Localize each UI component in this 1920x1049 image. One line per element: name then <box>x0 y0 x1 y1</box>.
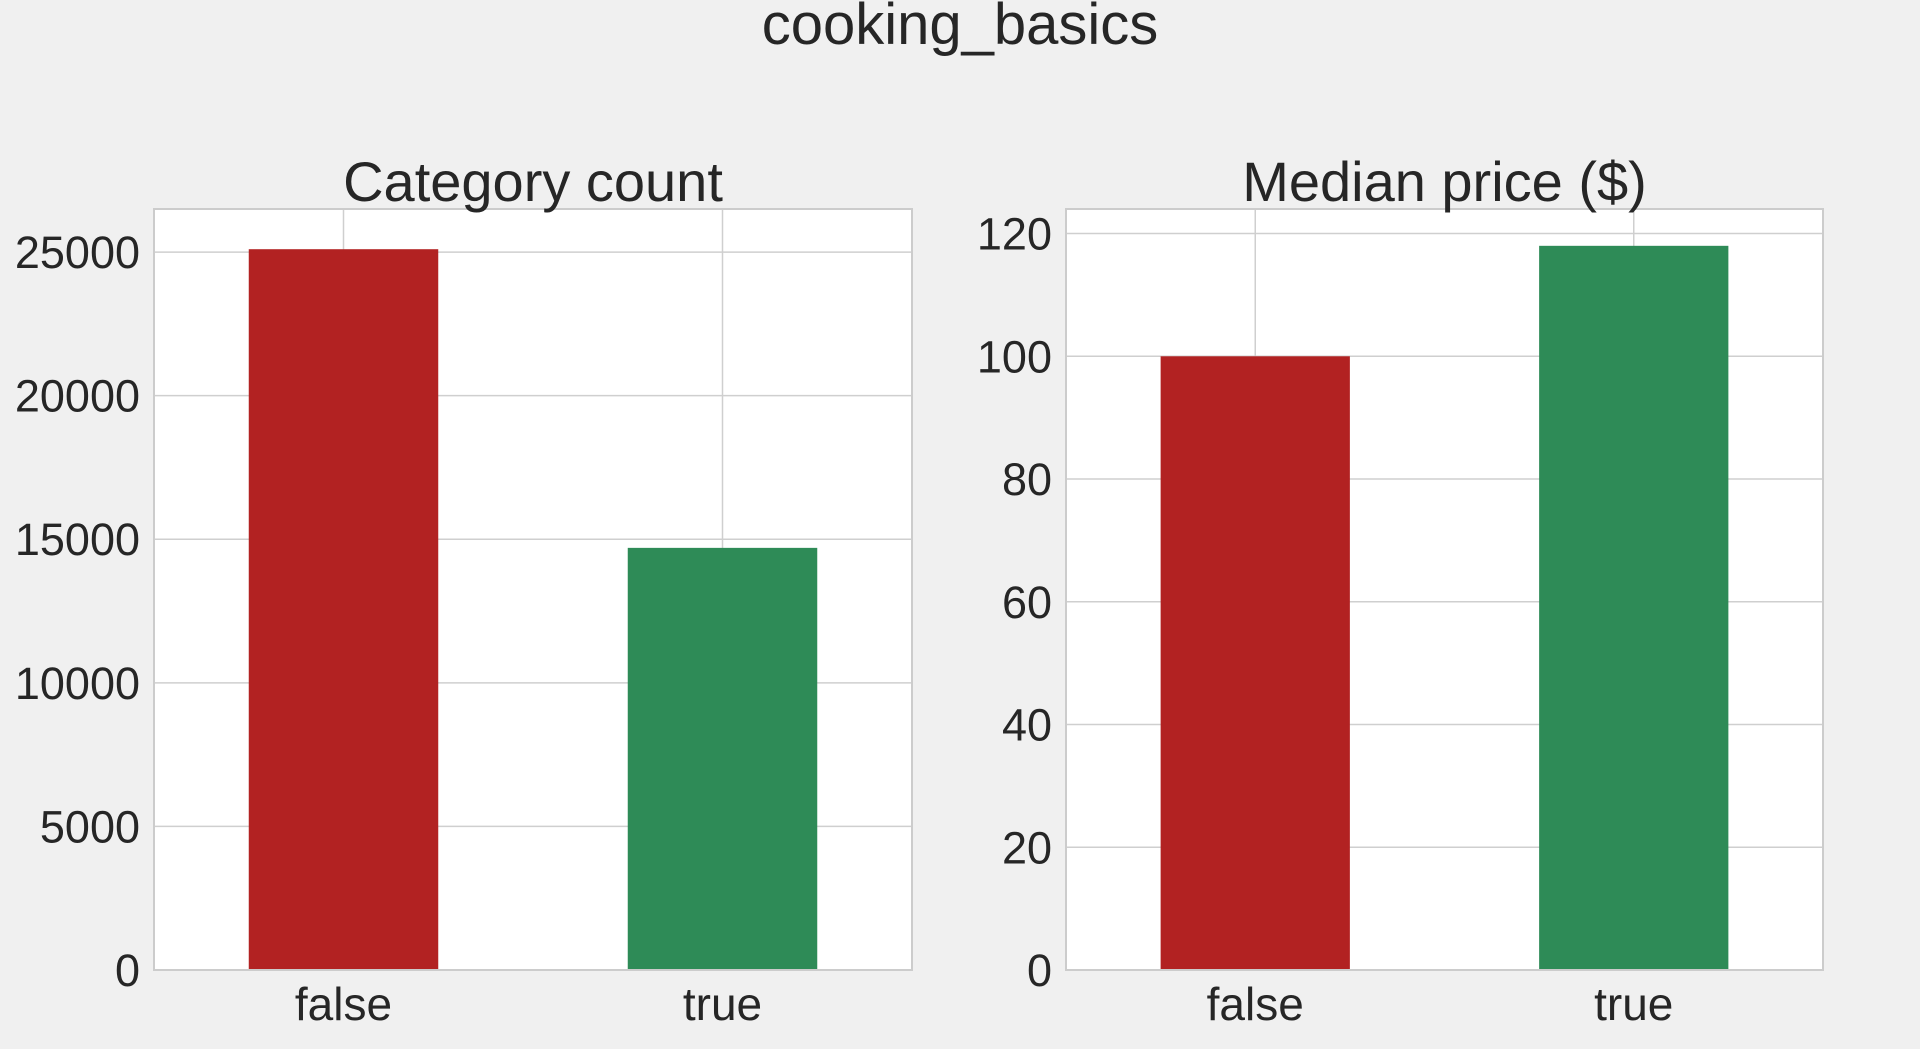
y-tick-label: 25000 <box>15 227 140 278</box>
chart-panels: 0 5000 10000 15000 20000 25000 false true Catego… <box>15 150 1824 1030</box>
panel-title: Category count <box>343 150 723 213</box>
plot-border <box>1065 208 1824 971</box>
bar-false <box>248 249 439 970</box>
chart-panel-2: 0 20 40 60 80 100 120 false true Median price ($) <box>977 150 1824 1030</box>
y-tick-label: 20000 <box>15 371 140 422</box>
y-tick-label: 15000 <box>15 514 140 565</box>
y-tick-label: 60 <box>1002 577 1052 628</box>
x-tick-label: true <box>1594 978 1673 1030</box>
figure-title: cooking_basics <box>762 0 1159 57</box>
y-tick-label: 0 <box>115 945 140 996</box>
x-tick-label: false <box>1207 978 1304 1030</box>
chart-panel-1: 0 5000 10000 15000 20000 25000 false true Catego… <box>15 150 913 1030</box>
bar-true <box>1539 245 1729 971</box>
y-tick-label: 0 <box>1027 945 1052 996</box>
bar-false <box>1160 356 1350 971</box>
y-tick-label: 120 <box>977 209 1052 260</box>
y-tick-label: 80 <box>1002 454 1052 505</box>
y-tick-label: 40 <box>1002 700 1052 751</box>
y-tick-label: 10000 <box>15 658 140 709</box>
y-tick-label: 20 <box>1002 822 1052 873</box>
x-tick-label: false <box>295 978 392 1030</box>
y-tick-label: 5000 <box>40 801 140 852</box>
panel-title: Median price ($) <box>1242 150 1647 213</box>
x-tick-label: true <box>683 978 762 1030</box>
y-tick-label: 100 <box>977 331 1052 382</box>
plot-border <box>153 208 913 971</box>
bar-true <box>627 547 818 970</box>
